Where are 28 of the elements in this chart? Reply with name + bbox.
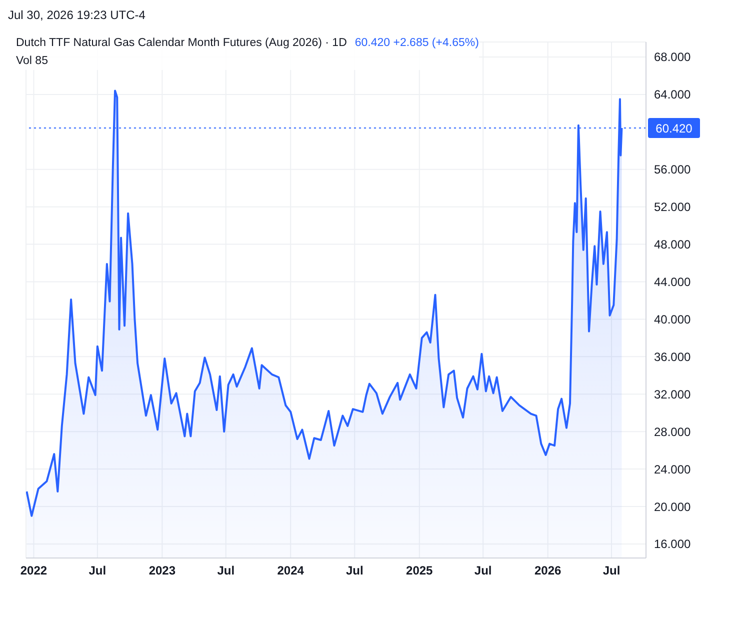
y-tick-label: 40.000 — [654, 312, 692, 326]
x-tick-label: 2022 — [20, 564, 48, 578]
y-tick-label: 48.000 — [654, 238, 692, 252]
y-tick-label: 64.000 — [654, 88, 692, 102]
x-tick-label: 2024 — [277, 564, 304, 578]
y-tick-label: 52.000 — [654, 200, 692, 214]
ref-line-label: 60.420 — [656, 121, 693, 136]
chart-subtitle: 60.420 +2.685 (+4.65%) — [354, 37, 479, 49]
y-tick-label: 24.000 — [654, 462, 692, 476]
text: Jul 30, 2026 19:23 UTC-4 — [8, 8, 146, 24]
x-tick-label: Jul — [346, 564, 364, 578]
x-tick-label: 2023 — [148, 564, 176, 578]
x-tick-label: Jul — [217, 564, 235, 578]
y-tick-label: 44.000 — [654, 275, 692, 289]
y-tick-label: 36.000 — [654, 350, 692, 364]
x-tick-label: 2026 — [534, 564, 562, 578]
y-tick-label: 28.000 — [654, 424, 692, 439]
x-tick-label: Jul — [474, 564, 492, 578]
y-tick-label: 16.000 — [654, 537, 692, 552]
chart-title: Dutch TTF Natural Gas Calendar Month Futures (Aug 2026) · 1D — [16, 37, 347, 49]
y-tick-label: 68.000 — [654, 50, 692, 64]
y-tick-label: 32.000 — [654, 387, 692, 402]
x-tick-label: Jul — [602, 564, 620, 578]
x-tick-label: 2025 — [406, 564, 434, 578]
y-tick-label: 20.000 — [654, 500, 692, 514]
y-tick-label: 56.000 — [654, 162, 692, 177]
annotation: Vol 85 — [16, 54, 49, 69]
x-tick-label: Jul — [88, 564, 106, 578]
